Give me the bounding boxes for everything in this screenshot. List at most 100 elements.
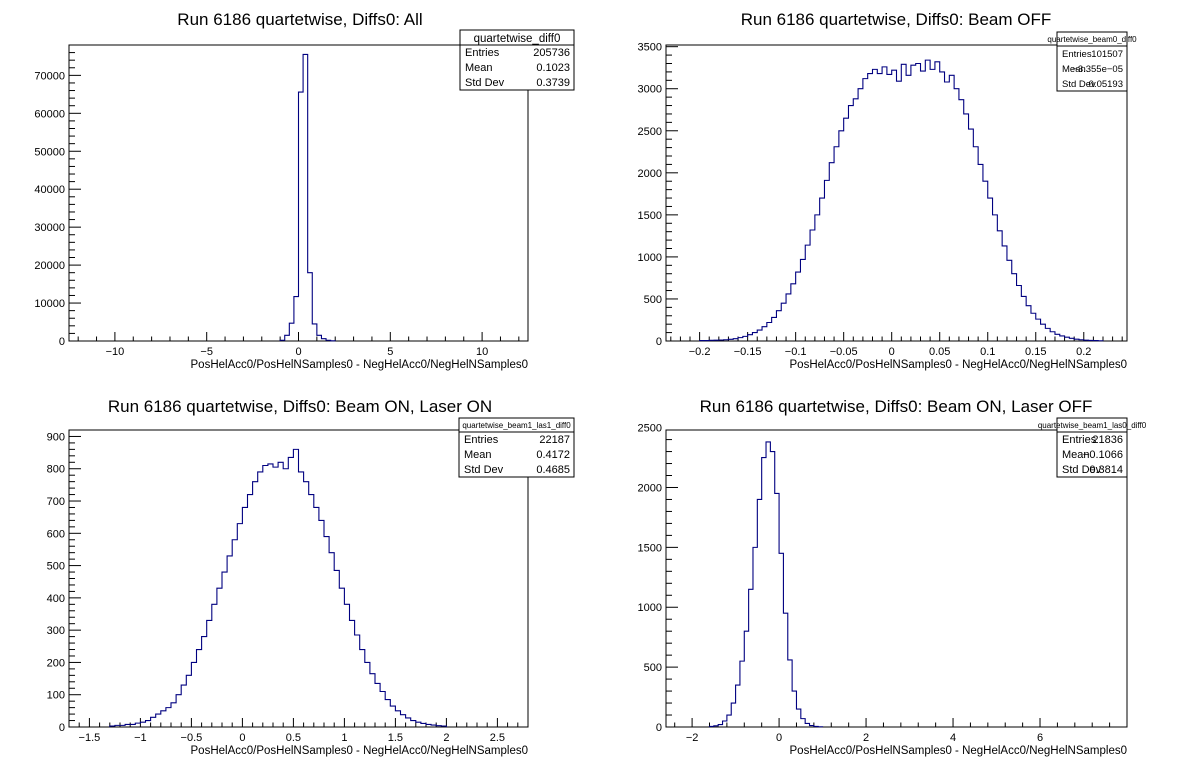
stats-value-mean: 0.4172 [536,449,570,461]
y-tick-label: 2500 [638,423,662,435]
stats-value-mean: −3.355e−05 [1072,64,1123,75]
y-tick-label: 500 [47,561,65,573]
x-tick-label: 5 [387,346,393,358]
x-tick-label: −5 [200,346,213,358]
x-tick-label: −1.5 [79,732,101,744]
stats-label-entries: Entries [464,434,499,446]
x-tick-label: 0 [889,346,895,358]
y-tick-label: 1500 [638,210,662,222]
y-tick-label: 3000 [638,84,662,96]
stats-label-std: Std Dev [464,464,504,476]
y-tick-label: 500 [644,294,662,306]
histogram-series [708,441,824,728]
x-axis-label: PosHelAcc0/PosHelNSamples0 - NegHelAcc0/… [790,359,1127,371]
stats-value-std: 0.4685 [536,464,570,476]
stats-label-entries: Entries [1062,49,1092,60]
x-tick-label: −1 [134,732,147,744]
y-tick-label: 2000 [638,482,662,494]
stats-name: quartetwise_beam1_las1_diff0 [462,421,571,430]
y-tick-label: 1000 [638,252,662,264]
chart-title: Run 6186 quartetwise, Diffs0: Beam OFF [741,10,1052,29]
y-tick-label: 1000 [638,602,662,614]
y-tick-label: 2000 [638,168,662,180]
stats-label-std: Std Dev [1062,79,1096,90]
histogram-series [279,53,336,342]
y-tick-label: 600 [47,528,65,540]
x-tick-label: 0.05 [929,346,950,358]
stats-label-mean: Mean [464,449,492,461]
y-tick-label: 40000 [34,184,65,196]
stats-label-mean: Mean [1062,449,1090,461]
x-tick-label: 2.5 [490,732,505,744]
x-axis-label: PosHelAcc0/PosHelNSamples0 - NegHelAcc0/… [191,745,528,757]
y-tick-label: 700 [47,496,65,508]
stats-label-entries: Entries [465,47,500,59]
stats-value-std: 0.05193 [1089,79,1123,90]
stats-value-entries: 22187 [539,434,570,446]
y-tick-label: 50000 [34,146,65,158]
stats-value-entries: 101507 [1091,49,1123,60]
stats-box [458,417,575,478]
y-tick-label: 500 [644,662,662,674]
x-tick-label: −2 [686,732,699,744]
plot-frame [665,44,1128,342]
histogram-panel-1: Run 6186 quartetwise, Diffs0: All −10 −5 0 5… [34,10,575,371]
chart-title: Run 6186 quartetwise, Diffs0: Beam ON, L… [108,397,492,416]
stats-label-mean: Mean [465,62,493,74]
stats-name: quartetwise_beam1_las0_diff0 [1038,421,1147,430]
x-tick-label: −0.1 [785,346,807,358]
stats-label-std: Std Dev [1062,464,1102,476]
y-tick-label: 800 [47,464,65,476]
x-axis-label: PosHelAcc0/PosHelNSamples0 - NegHelAcc0/… [790,745,1127,757]
histogram-series [109,448,447,727]
plot-frame [665,429,1128,728]
stats-value-entries: 205736 [533,47,570,59]
y-tick-label: 60000 [34,108,65,120]
stats-box [459,29,575,91]
x-tick-label: −0.05 [830,346,858,358]
y-tick-label: 1500 [638,542,662,554]
histogram-panel-2: Run 6186 quartetwise, Diffs0: Beam OFF −0… [638,10,1138,371]
y-tick-label: 900 [47,431,65,443]
y-tick-label: 100 [47,690,65,702]
chart-title: Run 6186 quartetwise, Diffs0: Beam ON, L… [700,397,1093,416]
y-tick-label: 200 [47,657,65,669]
y-tick-label: 3500 [638,42,662,54]
stats-value-std: 0.3814 [1089,464,1123,476]
stats-label-entries: Entries [1062,434,1097,446]
x-tick-label: 4 [950,732,956,744]
x-tick-label: 10 [476,346,488,358]
chart-title: Run 6186 quartetwise, Diffs0: All [177,10,422,29]
y-tick-label: 2500 [638,126,662,138]
stats-value-mean: 0.1023 [536,62,570,74]
y-tick-label: 0 [656,336,662,348]
y-tick-label: 20000 [34,260,65,272]
x-tick-label: 0 [295,346,301,358]
x-tick-label: 0 [776,732,782,744]
x-tick-label: −10 [106,346,125,358]
stats-label-std: Std Dev [465,77,505,89]
x-tick-label: 1.5 [388,732,403,744]
x-tick-label: 0.15 [1025,346,1046,358]
x-tick-label: −0.15 [734,346,762,358]
y-tick-label: 70000 [34,70,65,82]
x-tick-label: 6 [1037,732,1043,744]
stats-name: quartetwise_beam0_diff0 [1047,35,1137,44]
stats-label-mean: Mean [1062,64,1086,75]
y-tick-label: 400 [47,593,65,605]
stats-value-mean: −0.1066 [1083,449,1123,461]
x-tick-label: −0.2 [689,346,711,358]
histogram-series [699,59,1104,342]
x-tick-label: 2 [443,732,449,744]
y-tick-label: 0 [59,336,65,348]
x-tick-label: 0 [239,732,245,744]
y-tick-label: 10000 [34,298,65,310]
y-tick-label: 30000 [34,222,65,234]
stats-box [1056,417,1128,478]
y-tick-label: 0 [656,722,662,734]
x-axis-label: PosHelAcc0/PosHelNSamples0 - NegHelAcc0/… [191,359,528,371]
x-tick-label: 2 [863,732,869,744]
stats-box [1056,31,1128,92]
histogram-panel-4: Run 6186 quartetwise, Diffs0: Beam ON, L… [638,397,1147,757]
